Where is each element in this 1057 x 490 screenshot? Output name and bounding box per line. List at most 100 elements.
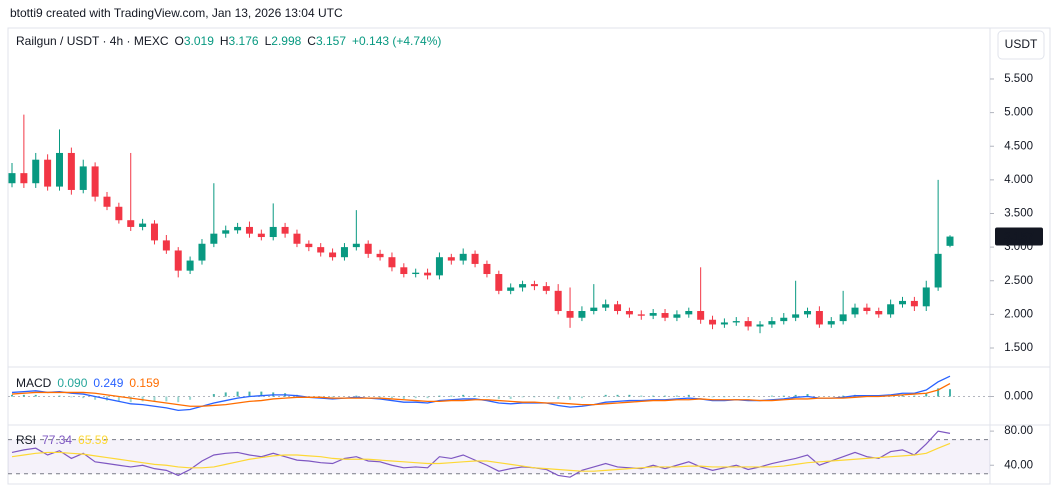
candle-body	[875, 311, 883, 315]
histogram-bar	[248, 391, 251, 397]
histogram-bar	[70, 396, 73, 398]
candle-body	[103, 196, 111, 207]
y-tick-label: 2.000	[1004, 308, 1033, 320]
legend-item: 0.090	[57, 376, 87, 390]
currency-label[interactable]: USDT	[1005, 37, 1038, 51]
candle-body	[566, 311, 574, 318]
histogram-bar	[462, 394, 465, 397]
histogram-bar	[747, 396, 750, 398]
histogram-bar	[153, 396, 156, 402]
histogram-bar	[687, 394, 690, 397]
candle-body	[20, 173, 28, 184]
candle-body	[91, 166, 99, 197]
histogram-bar	[580, 396, 583, 399]
legend-item: 0.249	[93, 376, 123, 390]
candle-body	[150, 223, 158, 241]
y-tick-label: 3.500	[1004, 208, 1033, 220]
histogram-bar	[438, 395, 441, 397]
histogram-bar	[177, 396, 180, 403]
candle-body	[471, 253, 479, 264]
histogram-bar	[782, 395, 785, 397]
candle-body	[578, 311, 586, 318]
candle-body	[946, 236, 954, 246]
indicator-line	[11, 382, 951, 407]
histogram-bar	[533, 396, 536, 398]
candle-body	[602, 304, 610, 308]
candle-body	[127, 220, 135, 227]
candle-body	[815, 311, 823, 325]
legend-item: RSI	[16, 433, 36, 447]
y-tick-label: 1.500	[1004, 342, 1033, 354]
candle-body	[222, 230, 230, 234]
candle-body	[305, 243, 313, 248]
histogram-bar	[604, 394, 607, 397]
legend-item: 2.998	[271, 34, 301, 48]
legend-item: 3.019	[184, 34, 214, 48]
candle-body	[269, 226, 277, 238]
candle-body	[922, 287, 930, 307]
histogram-bar	[794, 394, 797, 397]
candle-body	[376, 253, 384, 258]
candle-body	[329, 252, 337, 258]
indicator-line	[11, 430, 951, 478]
y-tick-label: 4.500	[1004, 140, 1033, 152]
histogram-bar	[497, 396, 500, 399]
candle-body	[697, 311, 705, 320]
histogram-bar	[616, 394, 619, 397]
candle-body	[412, 272, 420, 275]
candle-body	[554, 290, 562, 312]
histogram-bar	[450, 395, 453, 397]
histogram-bar	[557, 396, 560, 399]
histogram-bar	[509, 396, 512, 399]
histogram-bar	[949, 389, 951, 397]
candle-body	[317, 247, 325, 253]
y-tick-label: 5.000	[1004, 107, 1033, 119]
histogram-bar	[426, 396, 429, 399]
histogram-bar	[652, 395, 655, 397]
histogram-bar	[474, 395, 477, 397]
candle-body	[625, 311, 633, 315]
histogram-bar	[925, 393, 928, 397]
histogram-bar	[723, 396, 726, 398]
legend-item: L	[265, 34, 272, 48]
y-tick-label: 0.000	[1004, 391, 1033, 403]
candle-body	[483, 263, 491, 275]
legend-item: C	[307, 34, 316, 48]
y-tick-label: 5.500	[1004, 73, 1033, 85]
histogram-bar	[390, 396, 393, 399]
y-tick-label: 40.00	[1004, 459, 1033, 471]
candle-body	[340, 247, 348, 258]
y-tick-label: 80.00	[1004, 425, 1033, 437]
candle-body	[542, 286, 550, 291]
indicator-line	[11, 442, 951, 472]
candle-body	[792, 314, 800, 318]
histogram-bar	[260, 391, 263, 397]
candle-body	[744, 321, 752, 327]
histogram-bar	[82, 396, 85, 399]
currency-button[interactable]	[997, 30, 1045, 60]
histogram-bar	[569, 396, 572, 400]
candle-body	[709, 319, 717, 325]
histogram-bar	[485, 396, 488, 398]
histogram-bar	[628, 394, 631, 397]
legend: RSI 77.34 65.59	[16, 433, 108, 447]
candle-body	[234, 226, 242, 231]
candle-body	[780, 317, 788, 322]
histogram-bar	[640, 395, 643, 397]
candle-body	[174, 250, 182, 271]
candle-body	[899, 300, 907, 305]
legend-item: H	[220, 34, 229, 48]
legend-item: 65.59	[78, 433, 108, 447]
candle-body	[839, 314, 847, 322]
histogram-bar	[675, 395, 678, 397]
candle-body	[139, 223, 147, 227]
histogram-bar	[842, 395, 845, 397]
candle-body	[55, 152, 63, 187]
candle-body	[198, 243, 206, 261]
histogram-bar	[521, 396, 524, 398]
y-tick-label: 2.500	[1004, 275, 1033, 287]
histogram-bar	[711, 396, 714, 398]
histogram-bar	[379, 396, 382, 398]
histogram-bar	[236, 391, 239, 397]
